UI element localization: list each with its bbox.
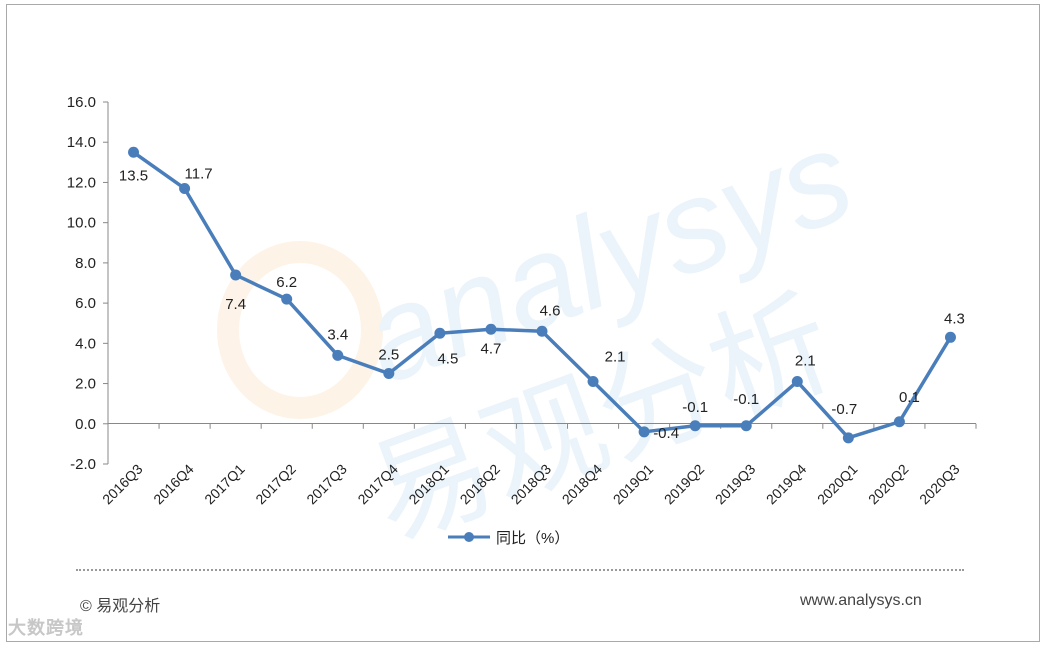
series	[128, 146, 956, 444]
y-tick-label: 4.0	[75, 335, 96, 352]
data-label: 4.5	[437, 350, 458, 367]
data-label: 4.3	[944, 310, 965, 327]
data-point	[638, 426, 650, 438]
data-point	[536, 325, 548, 337]
legend: 同比（%）	[448, 530, 569, 547]
data-label: -0.1	[733, 391, 759, 408]
footer-divider	[76, 569, 964, 571]
legend-marker	[464, 532, 474, 542]
data-label: 13.5	[119, 167, 148, 184]
legend-label: 同比（%）	[496, 530, 569, 547]
data-label: 4.7	[481, 340, 502, 357]
data-point	[128, 146, 140, 158]
data-point	[791, 376, 803, 388]
data-point	[485, 323, 497, 335]
data-point	[944, 331, 956, 343]
data-point	[689, 420, 701, 432]
x-tick-label: 2019Q3	[712, 461, 759, 508]
x-tick-label: 2017Q3	[303, 461, 350, 508]
y-tick-label: 14.0	[67, 134, 96, 151]
data-label: 7.4	[225, 296, 246, 313]
x-tick-label: 2017Q2	[252, 461, 299, 508]
data-label: 3.4	[327, 326, 348, 343]
y-ticks: -2.0 0.0 2.0 4.0 6.0 8.0 10.0 12.0 14.0 16.0	[67, 94, 108, 473]
data-point	[842, 432, 854, 444]
data-point	[383, 368, 395, 379]
y-tick-label: 16.0	[67, 94, 96, 111]
x-tick-label: 2020Q2	[865, 461, 912, 508]
data-label: -0.1	[682, 399, 708, 416]
watermark-logo-ring	[217, 241, 383, 419]
x-tick-label: 2016Q3	[99, 461, 146, 508]
data-point	[332, 349, 344, 361]
footer-copyright: © 易观分析	[80, 598, 161, 615]
data-labels: 13.5 11.77.46.23.42.5 4.54.74.62.1-0.4-0.1…	[119, 165, 965, 441]
data-label: 2.1	[605, 349, 626, 366]
x-tick-label: 2019Q4	[763, 461, 810, 508]
axes	[107, 102, 976, 464]
x-tick-label: 2017Q1	[201, 461, 248, 508]
data-label: 2.1	[795, 353, 816, 370]
x-tick-label: 2020Q3	[916, 461, 963, 508]
data-label: 6.2	[276, 274, 297, 291]
y-tick-label: 8.0	[75, 255, 96, 272]
data-point	[230, 269, 242, 281]
y-tick-label: 12.0	[67, 174, 96, 191]
data-label: -0.7	[831, 401, 857, 418]
x-tick-label: 2016Q4	[150, 461, 197, 508]
y-tick-label: 6.0	[75, 295, 96, 312]
data-point	[179, 182, 191, 194]
data-point	[281, 293, 293, 305]
brand-mark: 大数跨境	[8, 618, 84, 638]
data-point	[893, 416, 905, 428]
y-tick-label: 10.0	[67, 215, 96, 232]
y-tick-label: -2.0	[70, 456, 96, 473]
data-point	[434, 327, 446, 339]
data-label: -0.4	[653, 425, 679, 442]
data-label: 4.6	[540, 302, 561, 319]
y-tick-label: 0.0	[75, 416, 96, 433]
data-label: 2.5	[378, 347, 399, 364]
chart-frame	[6, 4, 1040, 642]
data-label: 0.1	[899, 389, 920, 406]
data-point	[587, 376, 599, 388]
x-tick-label: 2020Q1	[814, 461, 861, 508]
y-tick-label: 2.0	[75, 376, 96, 393]
data-label: 11.7	[185, 165, 213, 182]
data-point	[740, 420, 752, 432]
footer-url: www.analysys.cn	[800, 592, 922, 609]
